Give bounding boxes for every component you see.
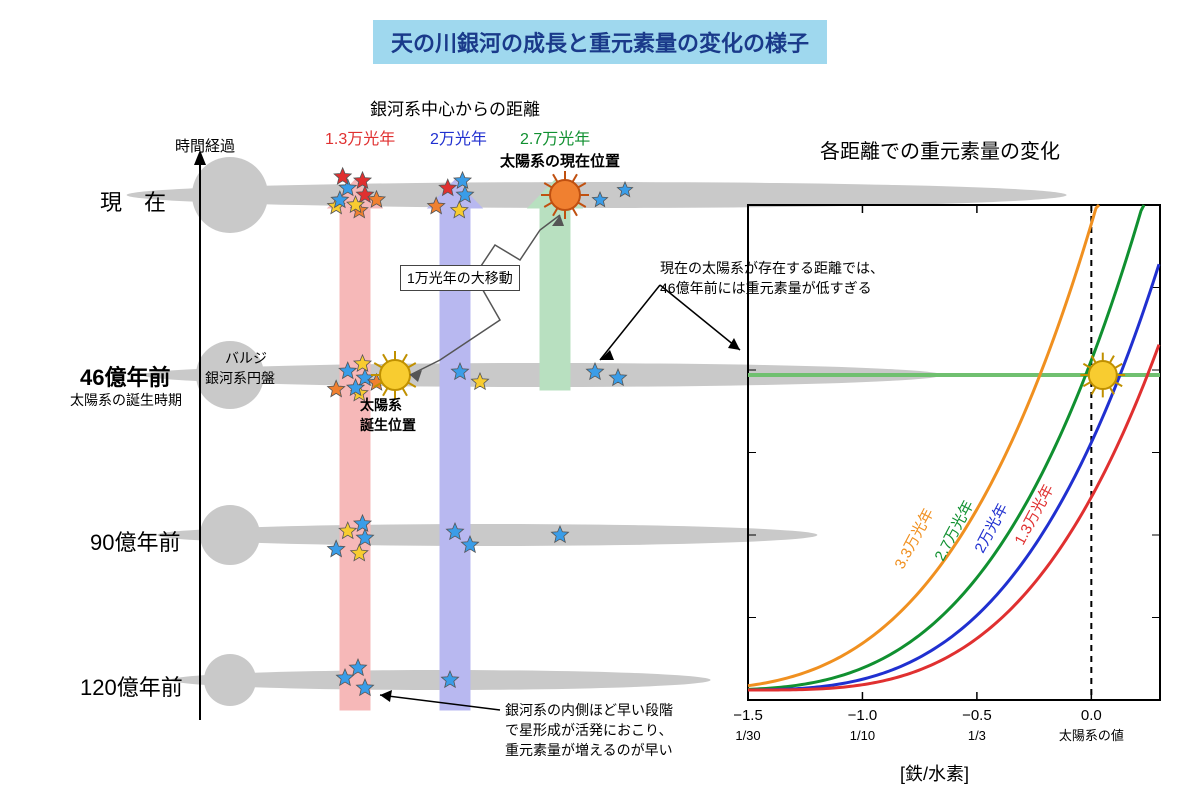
sun-now-label: 太陽系の現在位置	[500, 150, 620, 171]
epoch-3-label: 120億年前	[80, 670, 183, 702]
svg-text:−1.0: −1.0	[848, 707, 878, 724]
svg-text:2.7万光年: 2.7万光年	[932, 498, 978, 564]
epoch-2-label: 90億年前	[90, 525, 180, 557]
svg-text:太陽系の値: 太陽系の値	[1059, 728, 1124, 743]
time-axis-label: 時間経過	[175, 135, 235, 156]
disk-label: 銀河系円盤	[205, 368, 275, 388]
sun-birth-label: 太陽系 誕生位置	[360, 395, 416, 435]
arrow-note: 現在の太陽系が存在する距離では、 46億年前には重元素量が低すぎる	[660, 258, 884, 298]
epoch-1-label: 46億年前	[80, 360, 170, 392]
bulge-label: バルジ	[225, 348, 267, 368]
dist-label-1: 2万光年	[430, 125, 487, 149]
svg-text:3.3万光年: 3.3万光年	[892, 506, 938, 572]
svg-text:0.0: 0.0	[1081, 707, 1102, 724]
svg-text:−0.5: −0.5	[962, 707, 992, 724]
dist-label-2: 2.7万光年	[520, 125, 590, 149]
svg-text:1/3: 1/3	[968, 728, 986, 743]
x-axis-label: [鉄/水素]	[900, 760, 969, 786]
bottom-note: 銀河系の内側ほど早い段階 で星形成が活発におこり、 重元素量が増えるのが早い	[505, 700, 673, 760]
epoch-0-label: 現 在	[100, 185, 166, 217]
svg-text:−1.5: −1.5	[733, 707, 763, 724]
svg-text:1/30: 1/30	[735, 728, 760, 743]
migration-box: 1万光年の大移動	[400, 265, 520, 291]
right-chart-title: 各距離での重元素量の変化	[820, 135, 1060, 164]
svg-text:1/10: 1/10	[850, 728, 875, 743]
distance-header: 銀河系中心からの距離	[370, 95, 540, 120]
epoch-1-sub: 太陽系の誕生時期	[70, 390, 182, 410]
dist-label-0: 1.3万光年	[325, 125, 395, 149]
